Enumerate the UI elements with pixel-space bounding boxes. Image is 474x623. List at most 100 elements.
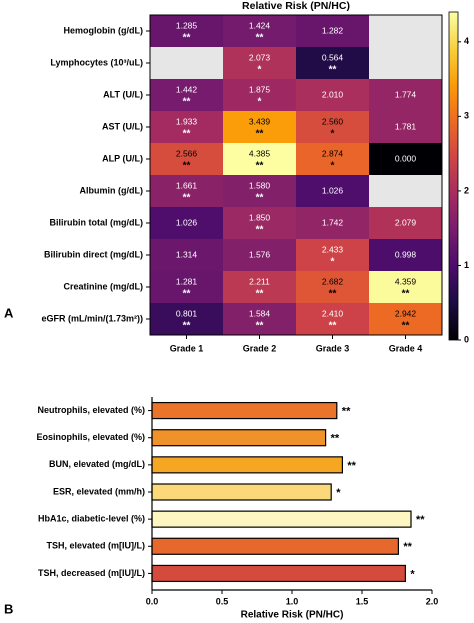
heatmap-cell <box>296 239 369 271</box>
row-label: ALT (U/L) <box>103 89 143 99</box>
panel-label: A <box>4 305 14 320</box>
cell-label: 1.933 <box>176 116 198 126</box>
heatmap-cell <box>223 303 296 335</box>
heatmap-cell <box>369 143 442 175</box>
cell-label: 1.875 <box>249 84 271 94</box>
row-label: Hemoglobin (g/dL) <box>64 25 143 35</box>
row-label: eGFR (mL/min/(1.73m²)) <box>41 313 143 323</box>
cell-label: 1.742 <box>322 217 344 227</box>
category-label: BUN, elevated (mg/dL) <box>49 459 145 469</box>
heatmap-cell <box>369 271 442 303</box>
bar <box>151 564 406 583</box>
bar <box>151 483 332 501</box>
col-label: Grade 4 <box>389 343 423 353</box>
row-label: Creatinine (mg/dL) <box>63 281 143 291</box>
colorbar-tick-label: 0 <box>464 334 469 344</box>
cell-label: 1.584 <box>249 308 271 318</box>
significance: ** <box>256 33 264 44</box>
significance: ** <box>183 161 191 172</box>
heatmap-cell <box>223 207 296 239</box>
heatmap-cell <box>150 111 223 143</box>
x-tick-label: 1.0 <box>286 596 299 606</box>
heatmap-cell <box>223 271 296 303</box>
significance: ** <box>256 289 264 300</box>
cell-label: 1.282 <box>322 25 344 35</box>
cell-label: 2.079 <box>395 217 417 227</box>
heatmap-cell <box>296 271 369 303</box>
significance: * <box>410 568 415 580</box>
colorbar-tick-label: 3 <box>464 111 469 121</box>
cell-label: 2.942 <box>395 308 417 318</box>
cell-label: 2.010 <box>322 89 344 99</box>
cell-label: 1.314 <box>176 249 198 259</box>
empty-cell <box>369 175 442 207</box>
x-tick-label: 0.0 <box>146 596 159 606</box>
category-label: ESR, elevated (mm/h) <box>53 486 145 496</box>
cell-label: 4.385 <box>249 148 271 158</box>
col-label: Grade 2 <box>243 343 277 353</box>
significance: ** <box>183 321 191 332</box>
cell-label: 0.564 <box>322 52 344 62</box>
cell-label: 1.026 <box>176 217 198 227</box>
cell-label: 2.211 <box>249 276 270 286</box>
heatmap-cell <box>223 239 296 271</box>
heatmap-cell <box>223 15 296 47</box>
cell-label: 1.781 <box>395 121 417 131</box>
cell-label: 0.801 <box>176 308 198 318</box>
significance: ** <box>329 321 337 332</box>
significance: ** <box>331 433 340 445</box>
heatmap-cell <box>296 47 369 79</box>
heatmap-cell <box>369 239 442 271</box>
row-label: ALP (U/L) <box>102 153 143 163</box>
cell-label: 1.442 <box>176 84 198 94</box>
heatmap-cell <box>150 303 223 335</box>
row-label: Lymphocytes (10³/uL) <box>50 57 143 67</box>
heatmap-cell <box>369 303 442 335</box>
cell-label: 3.439 <box>249 116 271 126</box>
significance: * <box>336 487 341 499</box>
cell-label: 2.073 <box>249 52 271 62</box>
cell-label: 1.424 <box>249 20 271 30</box>
significance: ** <box>329 289 337 300</box>
heatmap-cell <box>150 271 223 303</box>
colorbar-tick-label: 1 <box>464 260 469 270</box>
cell-label: 1.285 <box>176 20 198 30</box>
cell-label: 2.410 <box>322 308 344 318</box>
heatmap-cell <box>296 111 369 143</box>
heatmap-cell <box>223 143 296 175</box>
bar <box>151 401 338 420</box>
bar <box>151 510 412 528</box>
cell-label: 2.433 <box>322 244 344 254</box>
significance: * <box>258 97 262 108</box>
x-tick-label: 2.0 <box>426 596 439 606</box>
x-tick-label: 0.5 <box>216 596 229 606</box>
heatmap-cell <box>223 175 296 207</box>
panel-label: B <box>4 601 13 616</box>
heatmap-cell <box>296 207 369 239</box>
significance: ** <box>402 321 410 332</box>
significance: * <box>331 129 335 140</box>
colorbar <box>448 11 459 341</box>
significance: ** <box>256 321 264 332</box>
heatmap-cell <box>150 143 223 175</box>
cell-label: 1.281 <box>176 276 198 286</box>
significance: ** <box>183 33 191 44</box>
significance: ** <box>183 97 191 108</box>
empty-cell <box>369 47 442 79</box>
x-tick-label: 1.5 <box>356 596 369 606</box>
cell-label: 0.000 <box>395 153 417 163</box>
heatmap-cell <box>296 79 369 111</box>
heatmap-cell <box>369 207 442 239</box>
heatmap-cell <box>296 143 369 175</box>
significance: ** <box>183 193 191 204</box>
category-label: HbA1c, diabetic-level (%) <box>38 514 145 524</box>
heatmap-frame <box>149 14 443 336</box>
significance: ** <box>347 460 356 472</box>
empty-cell <box>369 15 442 47</box>
category-label: TSH, decreased (m[IU]/L) <box>38 568 145 578</box>
row-label: Bilirubin direct (mg/dL) <box>44 249 143 259</box>
row-label: Albumin (g/dL) <box>80 185 143 195</box>
cell-label: 1.850 <box>249 212 271 222</box>
cell-label: 2.566 <box>176 148 198 158</box>
